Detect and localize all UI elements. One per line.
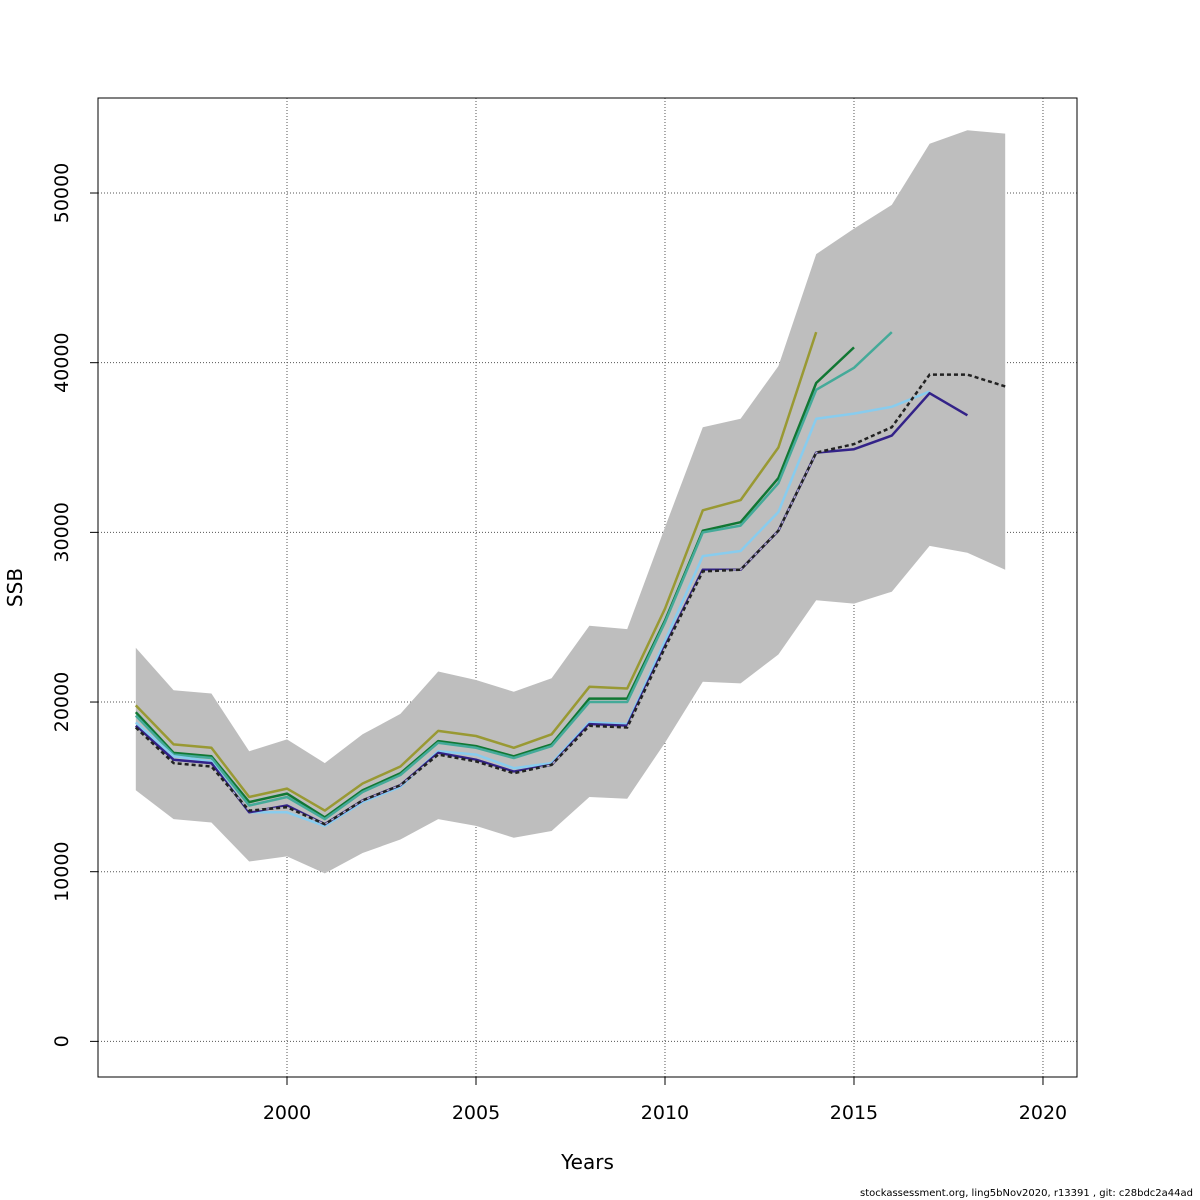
x-tick-label: 2000 <box>263 1102 311 1124</box>
y-tick-label: 50000 <box>51 163 73 223</box>
series-line-2 <box>134 346 855 819</box>
y-axis-title: SSB <box>3 568 27 607</box>
footer-credit: stockassessment.org, ling5bNov2020, r133… <box>860 1188 1193 1199</box>
y-tick-label: 30000 <box>51 502 73 562</box>
series-line-3 <box>134 331 893 821</box>
y-tick-label: 10000 <box>51 841 73 901</box>
axes: 2000 2005 2010 2015 2020 0 10000 20000 30000 4000… <box>51 163 1067 1124</box>
confidence-band-layer <box>135 130 1006 874</box>
plot-frame <box>97 97 1078 1078</box>
series-line-6 <box>134 373 1006 826</box>
x-tick-label: 2015 <box>830 1102 878 1124</box>
series-line-4 <box>134 390 931 828</box>
y-tick-label: 0 <box>51 1035 73 1047</box>
series-line-1 <box>134 331 818 812</box>
x-tick-label: 2020 <box>1019 1102 1067 1124</box>
y-tick-label: 20000 <box>51 672 73 732</box>
series-lines-layer <box>134 331 1006 828</box>
x-tick-label: 2010 <box>641 1102 689 1124</box>
y-tick-label: 40000 <box>51 332 73 392</box>
x-axis-title: Years <box>560 1150 614 1174</box>
confidence-band <box>135 130 1006 874</box>
x-tick-label: 2005 <box>452 1102 500 1124</box>
